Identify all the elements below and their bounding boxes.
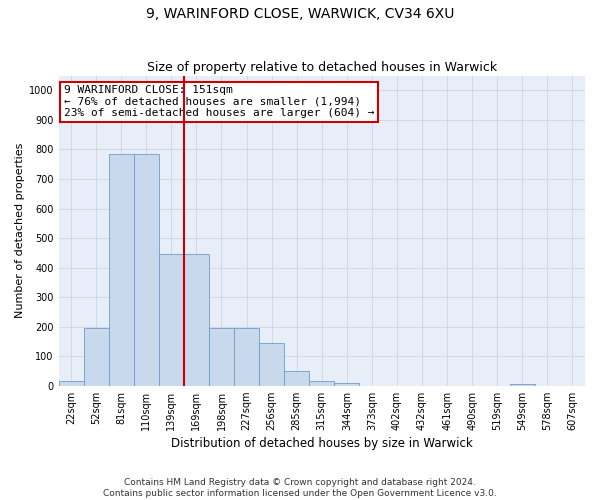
- Bar: [109, 154, 134, 386]
- Bar: [209, 328, 234, 386]
- X-axis label: Distribution of detached houses by size in Warwick: Distribution of detached houses by size …: [171, 437, 473, 450]
- Bar: [334, 382, 359, 386]
- Bar: [309, 382, 334, 386]
- Bar: [259, 343, 284, 386]
- Text: 9, WARINFORD CLOSE, WARWICK, CV34 6XU: 9, WARINFORD CLOSE, WARWICK, CV34 6XU: [146, 8, 454, 22]
- Y-axis label: Number of detached properties: Number of detached properties: [15, 143, 25, 318]
- Bar: [134, 154, 159, 386]
- Title: Size of property relative to detached houses in Warwick: Size of property relative to detached ho…: [147, 62, 497, 74]
- Text: Contains HM Land Registry data © Crown copyright and database right 2024.
Contai: Contains HM Land Registry data © Crown c…: [103, 478, 497, 498]
- Bar: [510, 384, 535, 386]
- Bar: [184, 254, 209, 386]
- Bar: [284, 371, 309, 386]
- Bar: [59, 382, 83, 386]
- Text: 9 WARINFORD CLOSE: 151sqm
← 76% of detached houses are smaller (1,994)
23% of se: 9 WARINFORD CLOSE: 151sqm ← 76% of detac…: [64, 85, 374, 118]
- Bar: [83, 328, 109, 386]
- Bar: [234, 328, 259, 386]
- Bar: [159, 254, 184, 386]
